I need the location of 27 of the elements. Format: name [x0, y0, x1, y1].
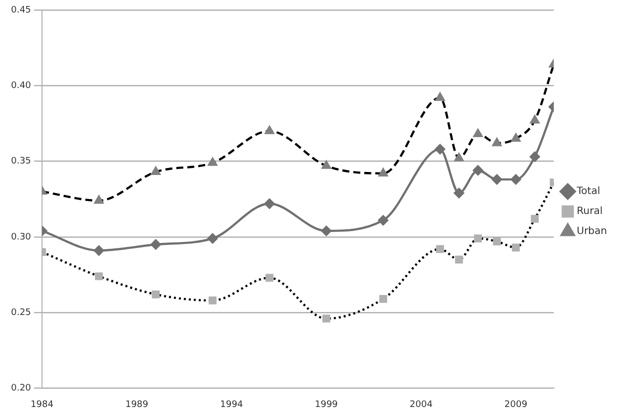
y-tick-label: 0.40 — [10, 80, 32, 91]
x-tick-label: 1989 — [125, 400, 149, 410]
point — [492, 174, 502, 185]
point — [150, 239, 161, 250]
point — [472, 165, 484, 176]
x-tick-label: 2004 — [410, 400, 433, 410]
legend-label: Urban — [576, 226, 608, 238]
point — [530, 152, 540, 162]
y-tick-label: 0.25 — [10, 308, 32, 318]
point — [454, 188, 464, 198]
x-tick-label: 1999 — [314, 400, 338, 410]
x-tick-label: 1994 — [220, 400, 244, 410]
x-tick-label: 1984 — [30, 400, 54, 410]
x-tick-label: 2009 — [504, 400, 528, 410]
legend-label: Rural — [576, 206, 603, 218]
y-tick-label: 0.45 — [10, 5, 32, 16]
point — [208, 233, 218, 244]
point — [264, 198, 275, 209]
y-tick-label: 0.35 — [10, 156, 32, 167]
legend-label: Total — [576, 186, 600, 198]
point — [321, 226, 332, 236]
point — [378, 215, 388, 226]
y-tick-label: 0.20 — [10, 384, 32, 394]
point — [434, 144, 446, 154]
point — [510, 174, 521, 185]
y-tick-label: 0.30 — [10, 232, 32, 242]
point — [94, 245, 104, 256]
